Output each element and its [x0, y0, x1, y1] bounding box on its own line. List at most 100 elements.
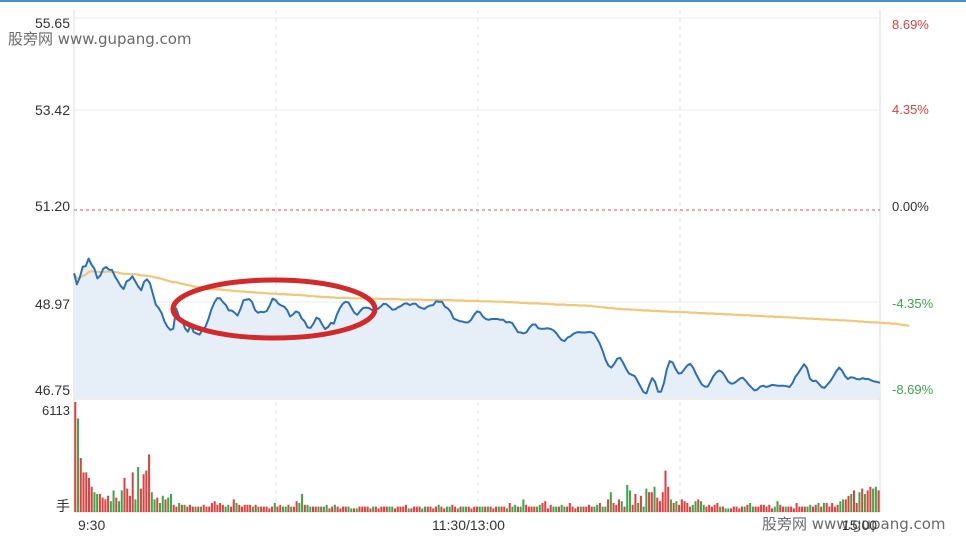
volume-bar	[347, 506, 350, 512]
volume-bar	[210, 503, 213, 512]
volume-bar	[361, 506, 364, 512]
volume-bar	[336, 506, 339, 512]
volume-bar	[123, 477, 126, 512]
volume-bar	[104, 499, 107, 512]
volume-bar	[298, 503, 301, 512]
price-area-fill	[74, 258, 880, 398]
volume-bar	[760, 504, 763, 512]
volume-bar	[251, 506, 254, 512]
volume-bar	[519, 506, 522, 512]
volume-bar	[779, 504, 782, 512]
volume-bar	[175, 506, 178, 512]
volume-bar	[358, 506, 361, 512]
volume-bar	[454, 506, 457, 512]
volume-bar	[221, 504, 224, 512]
volume-bar	[208, 506, 211, 512]
volume-bar	[322, 506, 325, 512]
volume-bar	[268, 508, 271, 512]
volume-bar	[590, 506, 593, 512]
volume-bar	[699, 501, 702, 512]
volume-bar	[424, 506, 427, 512]
x-tick-close: 15:00	[842, 517, 878, 533]
volume-bar	[631, 504, 634, 512]
volume-bar	[787, 506, 790, 512]
volume-bar	[801, 506, 804, 512]
price-tick-1: 55.65	[34, 15, 70, 31]
volume-bar	[669, 499, 672, 512]
volume-bar	[180, 504, 183, 512]
volume-bar	[620, 501, 623, 512]
volume-bar	[101, 497, 104, 512]
volume-bar	[497, 506, 500, 512]
volume-bar	[227, 504, 230, 512]
volume-bar	[689, 506, 692, 512]
volume-bar	[301, 494, 304, 512]
volume-bar	[320, 506, 323, 512]
volume-bar	[743, 506, 746, 512]
volume-bar	[855, 503, 858, 512]
volume-bar	[546, 508, 549, 512]
volume-bar	[697, 499, 700, 512]
volume-bar	[213, 501, 216, 512]
volume-bar	[470, 508, 473, 512]
volume-bar	[333, 504, 336, 512]
volume-bar	[372, 506, 375, 512]
volume-bar	[809, 504, 812, 512]
price-tick-2: 53.42	[34, 102, 70, 118]
volume-bar	[148, 454, 151, 512]
volume-bar	[609, 492, 612, 512]
volume-bar	[284, 506, 287, 512]
volume-bar	[235, 503, 238, 512]
volume-bar	[240, 506, 243, 512]
volume-bar	[792, 508, 795, 512]
volume-bar	[719, 506, 722, 512]
volume-bar	[503, 506, 506, 512]
volume-bar	[309, 506, 312, 512]
volume-bar	[492, 508, 495, 512]
volume-bar	[869, 486, 872, 512]
volume-bar	[377, 508, 380, 512]
volume-bar	[844, 499, 847, 512]
volume-bar	[265, 506, 268, 512]
volume-bar	[798, 506, 801, 512]
volume-bar	[112, 490, 115, 512]
volume-bar	[639, 495, 642, 512]
volume-bar	[740, 506, 743, 512]
volume-bar	[366, 506, 369, 512]
volume-bar	[661, 492, 664, 512]
volume-bar	[852, 490, 856, 512]
pct-tick-2: 4.35%	[892, 102, 929, 117]
volume-bar	[683, 501, 686, 512]
volume-bar	[672, 503, 675, 512]
volume-bar	[279, 504, 282, 512]
volume-bar	[128, 495, 131, 512]
volume-bar	[850, 494, 853, 512]
volume-bar	[642, 506, 645, 512]
volume-bar	[342, 506, 345, 512]
volume-bar	[271, 506, 274, 512]
volume-bar	[134, 499, 137, 512]
volume-bar	[724, 508, 727, 512]
volume-bar	[238, 504, 241, 512]
volume-bar	[199, 506, 203, 512]
price-tick-5: 46.75	[34, 382, 70, 398]
volume-bar	[426, 506, 429, 512]
price-tick-4: 48.97	[34, 296, 70, 312]
volume-bar	[765, 506, 768, 512]
volume-bar	[552, 506, 555, 512]
x-tick-open: 9:30	[78, 517, 106, 533]
volume-bar	[555, 506, 558, 512]
volume-bar	[874, 486, 877, 512]
volume-bar	[604, 506, 607, 512]
volume-bar	[861, 488, 864, 512]
volume-bar	[448, 506, 451, 512]
volume-bar	[374, 506, 377, 512]
volume-bar	[571, 506, 574, 512]
volume-bar	[628, 490, 631, 512]
price-line	[73, 257, 881, 395]
volume-bar	[139, 488, 142, 512]
volume-bar	[456, 508, 459, 512]
volume-bar	[161, 495, 164, 512]
volume-bar	[150, 492, 153, 512]
